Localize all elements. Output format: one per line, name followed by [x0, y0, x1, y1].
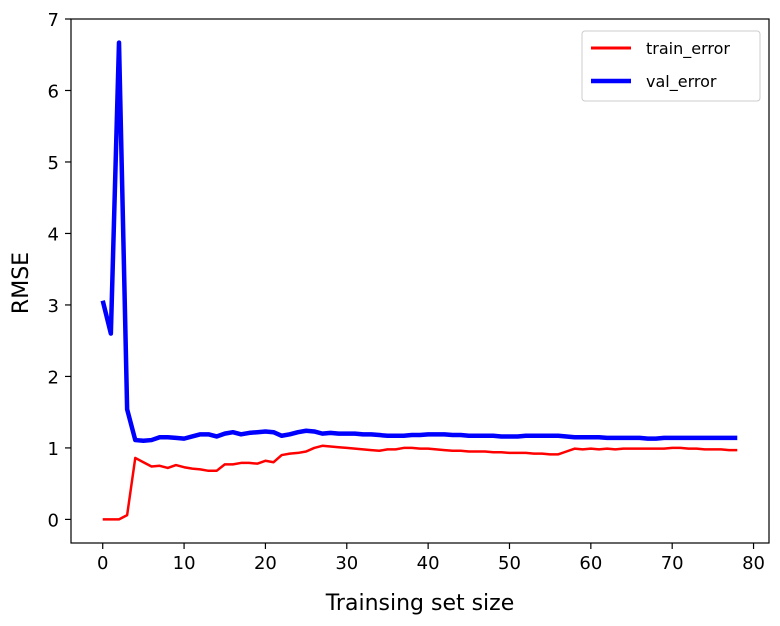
x-tick-label: 50 [498, 553, 521, 574]
legend-label-train: train_error [646, 39, 730, 59]
x-tick-label: 30 [335, 553, 358, 574]
y-tick-label: 3 [48, 296, 59, 317]
y-axis: 0 1 2 3 4 5 6 7 [48, 10, 71, 531]
x-tick-label: 60 [579, 553, 602, 574]
x-tick-label: 40 [417, 553, 440, 574]
x-axis-label: Trainsing set size [325, 591, 515, 616]
y-tick-label: 2 [48, 367, 59, 388]
plot-frame [70, 18, 770, 544]
x-tick-label: 20 [254, 553, 277, 574]
x-tick-label: 10 [173, 553, 196, 574]
x-tick-label: 70 [661, 553, 684, 574]
legend-label-val: val_error [646, 72, 717, 92]
series-line-val-error [100, 40, 738, 444]
y-tick-label: 7 [48, 10, 59, 31]
y-tick-label: 5 [48, 153, 59, 174]
y-tick-label: 0 [48, 510, 59, 531]
y-axis-label: RMSE [9, 252, 34, 314]
legend: train_error val_error [581, 30, 761, 102]
plot-lines [100, 40, 738, 521]
x-tick-label: 80 [742, 553, 765, 574]
series-line-train-error [102, 444, 738, 521]
y-tick-label: 4 [48, 224, 59, 245]
x-axis: 0 10 20 30 40 50 60 70 80 [97, 543, 765, 574]
x-tick-label: 0 [97, 553, 108, 574]
y-tick-label: 6 [48, 81, 59, 102]
y-tick-label: 1 [48, 439, 59, 460]
